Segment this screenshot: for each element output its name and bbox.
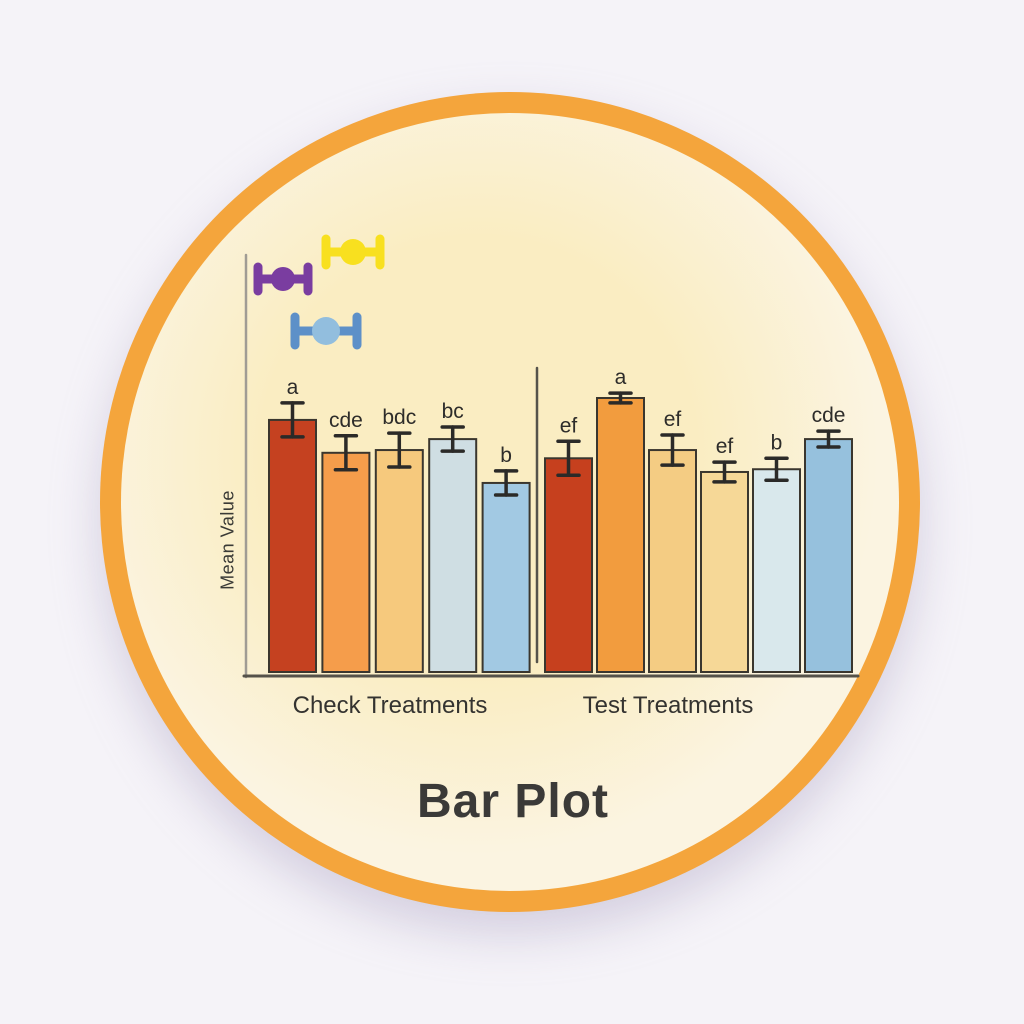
x-group-label-test: Test Treatments: [582, 692, 754, 719]
chart-title: Bar Plot: [416, 775, 610, 828]
x-group-label-check: Check Treatments: [292, 692, 488, 719]
y-axis-label: Mean Value: [217, 490, 238, 590]
